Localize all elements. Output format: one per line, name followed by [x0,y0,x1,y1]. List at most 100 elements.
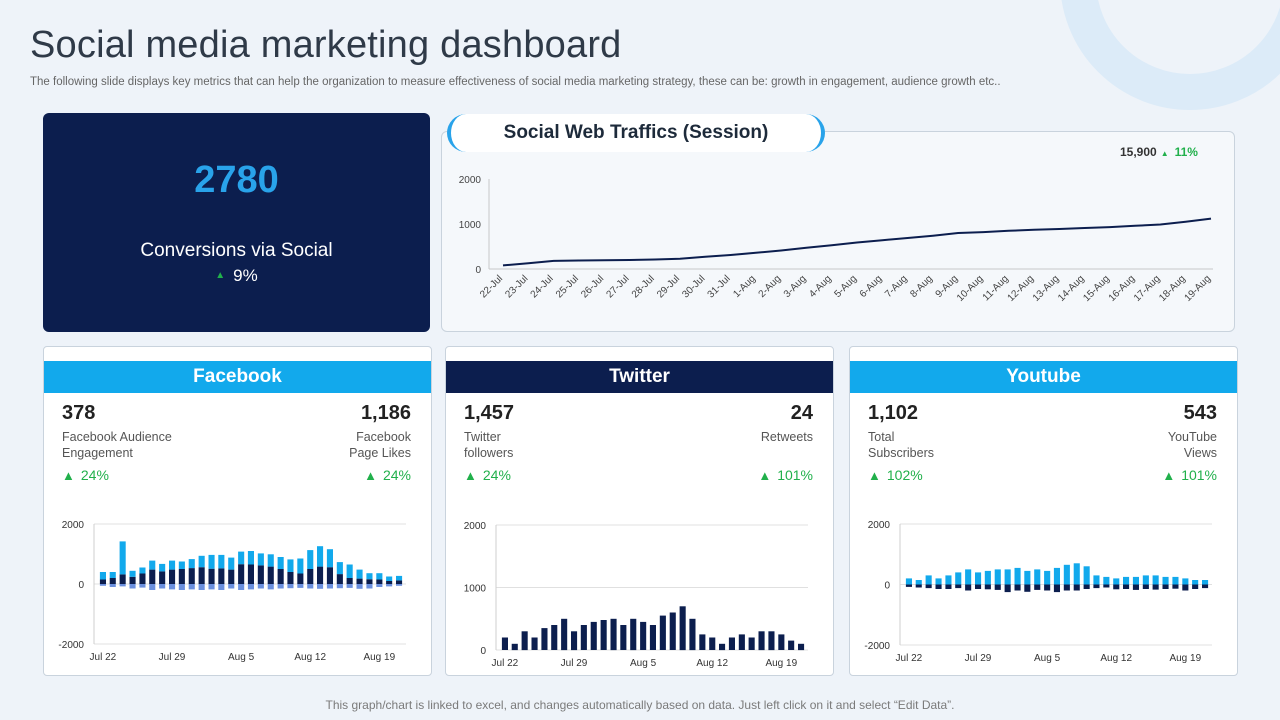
bar-engagement [317,566,324,584]
bar-followers [748,637,755,650]
x-tick-label: Jul 22 [492,658,519,669]
bar-subscribers [1053,567,1060,585]
bar-negative [129,584,136,589]
bar-negative [109,584,116,587]
bar-page-likes [376,573,383,580]
bar-negative [984,584,991,590]
bar-negative [257,584,264,589]
bar-engagement [188,568,195,584]
bar-negative [99,584,106,586]
twitter-followers-metric: 1,457 Twitter followers ▲ 24% [464,401,634,483]
bar-subscribers [1014,567,1021,585]
bar-negative [198,584,205,590]
bar-negative [336,584,343,589]
metric-value: 24 [790,402,813,424]
bar-subscribers [1044,570,1051,585]
bar-negative [139,584,146,588]
youtube-header: Youtube [850,361,1237,393]
bar-negative [1034,584,1041,590]
y-tick-label: -2000 [58,640,84,651]
metric-label: Total Subscribers [868,430,934,460]
youtube-subscribers-metric: 1,102 Total Subscribers ▲ 102% [868,401,1038,483]
bar-subscribers [1162,576,1169,585]
x-tick-label: 28-Jul [630,273,657,300]
conversions-label: Conversions via Social [140,240,333,261]
metric-change-value: 102% [886,467,923,483]
youtube-views-metric: 543 YouTube Views ▲ 101% [1047,401,1217,483]
bar-negative [119,584,126,587]
y-tick-label: 0 [884,581,890,592]
metric-change: ▲ 101% [1047,467,1217,483]
bar-negative [149,584,156,590]
x-tick-label: 30-Jul [680,273,707,300]
x-tick-label: 8-Aug [908,273,935,300]
bar-followers [501,637,508,650]
y-tick-label: 2000 [459,175,482,186]
bar-engagement [386,581,393,584]
bar-followers [669,612,676,650]
bar-subscribers [965,569,972,585]
bar-negative [208,584,215,590]
bar-negative [1162,584,1169,589]
bar-followers [649,625,656,650]
bar-subscribers [994,569,1001,585]
bar-negative [366,584,373,589]
metric-change: ▲ 102% [868,467,1038,483]
bar-engagement [129,576,136,584]
bar-page-likes [247,551,254,565]
bar-engagement [218,568,225,584]
metric-change: ▲ 24% [464,467,634,483]
bar-negative [317,584,324,589]
y-tick-label: 2000 [868,520,891,531]
x-tick-label: Jul 29 [561,658,588,669]
bar-followers [758,631,765,651]
bar-page-likes [129,570,136,577]
bar-page-likes [356,569,363,579]
metric-change-value: 101% [1181,467,1217,483]
bar-negative [1004,584,1011,593]
page-title: Social media marketing dashboard [30,24,622,66]
x-tick-label: Aug 12 [294,652,326,663]
bar-negative [955,584,962,589]
up-triangle-icon: ▲ [1160,149,1169,158]
bar-page-likes [346,564,353,578]
bar-page-likes [307,550,314,569]
bar-page-likes [198,555,205,568]
y-tick-label: 2000 [62,520,85,531]
twitter-retweets-metric: 24 Retweets ▲ 101% [643,401,813,483]
bar-negative [346,584,353,588]
x-tick-label: Aug 19 [765,658,797,669]
bar-negative [1053,584,1060,593]
bar-negative [975,584,982,589]
bar-negative [326,584,333,589]
bar-negative [1202,584,1209,589]
footer-note: This graph/chart is linked to excel, and… [325,698,955,712]
conversions-change-value: 9% [233,266,258,285]
metric-label: YouTube Views [1167,430,1217,460]
bar-followers [541,628,548,650]
bar-negative [925,584,932,589]
bar-engagement [336,574,343,584]
bar-followers [571,631,578,651]
bar-engagement [356,578,363,584]
x-tick-label: Aug 5 [630,658,657,669]
x-tick-label: 12-Aug [1006,273,1037,304]
x-tick-label: Jul 29 [965,653,992,664]
bar-subscribers [1192,580,1199,585]
metric-value: 1,457 [464,402,515,424]
bar-followers [630,618,637,651]
bar-page-likes [169,560,176,570]
bar-subscribers [945,575,952,585]
bar-subscribers [1152,575,1159,585]
bar-subscribers [1132,576,1139,585]
metric-value: 378 [62,402,96,424]
bar-page-likes [188,559,195,569]
bar-subscribers [1083,566,1090,585]
x-tick-label: 29-Jul [655,273,682,300]
bar-negative [1063,584,1070,591]
x-tick-label: Aug 12 [1100,653,1132,664]
bar-engagement [396,580,403,584]
bar-negative [1182,584,1189,591]
bar-negative [1152,584,1159,590]
bar-followers [580,625,587,650]
